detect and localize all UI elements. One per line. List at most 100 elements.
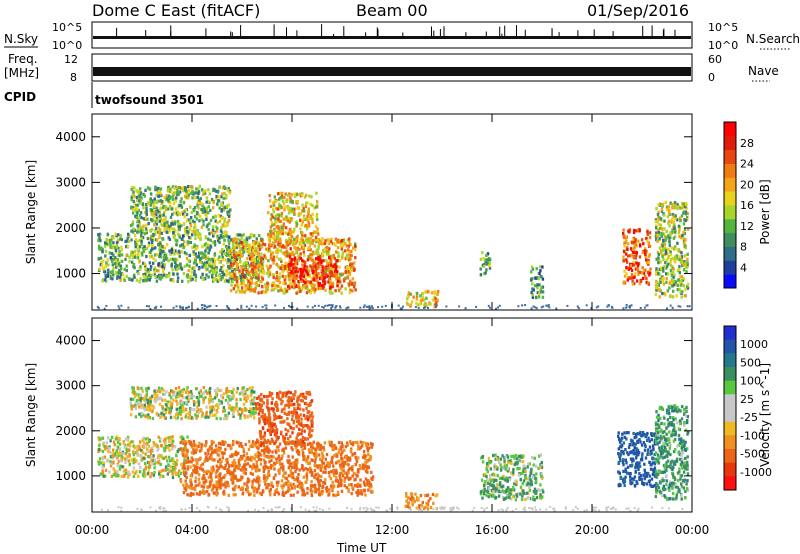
power-cell: [109, 245, 112, 249]
power-cell: [159, 217, 162, 221]
power-cell: [189, 184, 192, 189]
power-cell: [259, 270, 262, 274]
velocity-cell: [103, 445, 106, 449]
velocity-cell: [169, 437, 173, 441]
velocity-cell: [139, 465, 142, 470]
power-cell: [132, 227, 135, 231]
power-cell: [227, 259, 231, 263]
power-cell: [145, 229, 148, 233]
power-cell: [675, 257, 679, 261]
power-cell: [271, 251, 274, 255]
power-cell: [324, 288, 327, 292]
velocity-cell: [181, 435, 184, 439]
power-cell: [196, 204, 199, 208]
velocity-cell: [117, 440, 120, 444]
velocity-cell: [192, 492, 195, 496]
velocity-cell: [263, 467, 266, 471]
power-cell: [626, 278, 629, 282]
power-cell: [307, 222, 311, 226]
power-cell: [289, 247, 292, 251]
velocity-cell: [198, 449, 202, 453]
power-cell: [287, 274, 290, 278]
velocity-cell: [207, 493, 210, 497]
power-cell: [648, 253, 651, 257]
power-cell: [323, 250, 327, 254]
power-cell: [669, 268, 673, 272]
power-cell: [127, 239, 130, 243]
power-cell: [674, 245, 677, 249]
power-cell: [629, 266, 633, 270]
power-cell: [301, 231, 304, 235]
power-cell: [294, 260, 298, 264]
velocity-cell: [220, 478, 223, 482]
power-cell: [278, 202, 281, 206]
power-ground-cell: [359, 306, 362, 309]
power-cell: [132, 205, 135, 210]
power-cell: [278, 272, 281, 276]
power-cell: [109, 240, 112, 244]
power-cell: [271, 223, 274, 227]
velocity-cell: [289, 471, 293, 475]
power-cell: [657, 261, 660, 265]
power-cell: [245, 238, 249, 242]
power-cell: [406, 302, 409, 307]
power-cell: [299, 256, 303, 260]
velocity-cell: [112, 452, 115, 456]
power-cell: [252, 257, 256, 261]
power-cell: [686, 284, 689, 288]
power-cell: [423, 303, 426, 307]
power-cell: [158, 241, 162, 245]
power-cell: [219, 269, 222, 273]
power-cell: [326, 238, 329, 242]
power-cell: [167, 199, 170, 203]
power-cell: [158, 214, 162, 218]
power-cell: [327, 268, 330, 272]
power-cell: [304, 204, 307, 209]
power-cell: [104, 249, 108, 253]
power-cell: [144, 264, 147, 268]
velocity-cell: [243, 466, 246, 470]
power-cell: [291, 251, 294, 255]
velocity-cell: [113, 443, 117, 447]
power-cell: [233, 259, 237, 263]
power-ylabel: Slant Range [km]: [24, 160, 38, 264]
power-cell: [310, 268, 314, 272]
power-ground-cell: [606, 305, 609, 308]
power-cell: [243, 290, 246, 294]
power-cell: [170, 227, 173, 231]
power-cell: [226, 279, 229, 283]
power-cell: [254, 262, 258, 266]
power-cell: [234, 274, 237, 278]
power-cell: [172, 235, 176, 240]
power-cell: [229, 264, 232, 268]
power-cell: [310, 253, 314, 257]
power-cell: [274, 249, 278, 253]
power-ground-cell: [330, 307, 333, 310]
power-cell: [297, 213, 300, 218]
power-cell: [622, 232, 625, 236]
velocity-cell: [328, 488, 331, 492]
power-cell: [672, 215, 675, 219]
power-cell: [157, 269, 160, 273]
power-ground-cell: [306, 305, 309, 308]
velocity-cell: [325, 453, 329, 457]
power-cell: [670, 274, 674, 278]
power-cell: [270, 213, 273, 217]
power-cell: [306, 280, 309, 284]
power-cell: [660, 251, 663, 255]
power-ground-cell: [645, 304, 648, 307]
power-ground-cell: [365, 305, 368, 308]
power-cell: [195, 233, 198, 237]
velocity-cell: [270, 483, 273, 487]
power-cell: [415, 297, 418, 301]
power-cell: [265, 247, 268, 251]
power-cell: [541, 285, 545, 289]
power-cell: [174, 264, 177, 268]
power-cell: [167, 259, 170, 263]
power-ground-cell: [145, 305, 148, 308]
velocity-cell: [353, 451, 357, 456]
power-cell: [185, 257, 189, 261]
power-cell: [216, 279, 220, 283]
power-ground-cell: [245, 305, 248, 308]
power-cell: [672, 279, 675, 283]
